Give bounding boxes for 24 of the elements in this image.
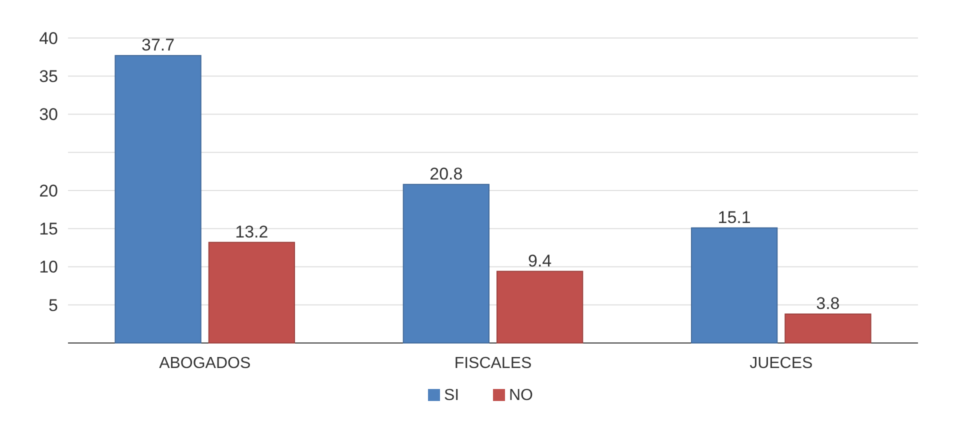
y-tick-label: 30 [39, 105, 58, 124]
legend-label: NO [509, 387, 533, 404]
y-tick-label: 5 [48, 296, 58, 315]
bar [496, 270, 584, 344]
data-label: 13.2 [235, 222, 268, 242]
data-label: 20.8 [430, 164, 463, 184]
bar [402, 184, 490, 344]
data-label: 9.4 [528, 251, 552, 270]
x-tick-label: ABOGADOS [159, 355, 251, 372]
x-tick-label: FISCALES [454, 355, 532, 372]
data-label: 37.7 [141, 36, 175, 55]
data-label: 3.8 [816, 294, 840, 314]
y-tick-label: 15 [39, 220, 58, 239]
data-label: 15.1 [718, 208, 751, 227]
y-tick-label: 10 [39, 258, 58, 277]
bar [784, 314, 872, 344]
y-tick-label: 40 [39, 28, 58, 48]
y-tick-label: 20 [39, 181, 58, 200]
bar [208, 242, 296, 344]
legend-label: SI [444, 387, 460, 404]
x-tick-label: JUECES [750, 355, 813, 372]
y-tick-label: 35 [39, 67, 58, 86]
bar [690, 227, 778, 344]
bar [114, 55, 202, 344]
